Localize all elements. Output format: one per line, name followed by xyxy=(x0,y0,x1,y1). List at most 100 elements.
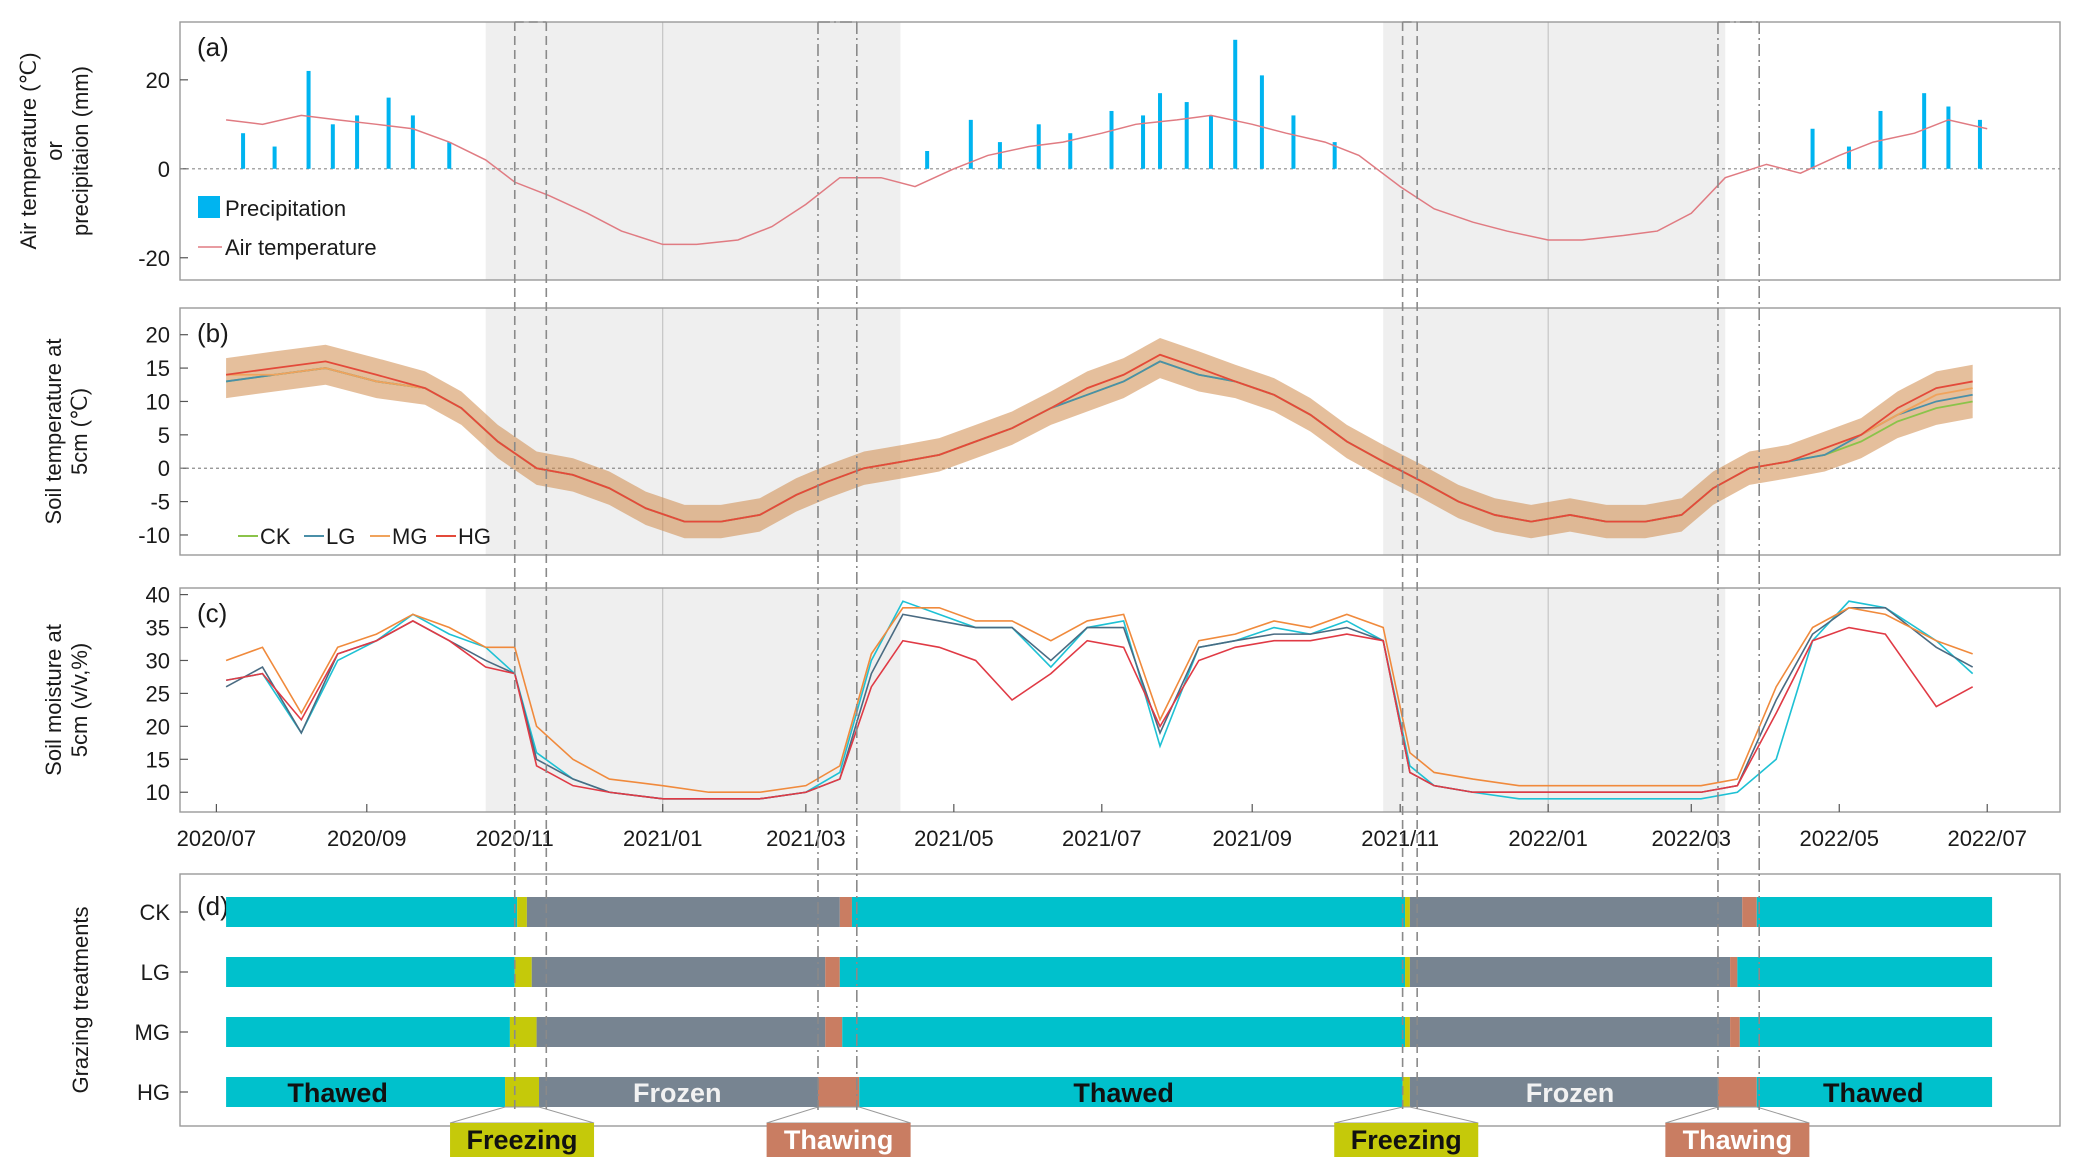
y-axis-label-line-b-0: Soil temperature at xyxy=(41,339,66,525)
shared-x-axis: 2020/07 2020/09 2020/11 2021/01 2021/03 2021/… xyxy=(177,804,2027,851)
x-tick-label-12: 2022/07 xyxy=(1947,826,2027,851)
precip-bar-15 xyxy=(1158,93,1163,169)
segment-lg-freezing-1 xyxy=(514,957,532,987)
precip-bar-19 xyxy=(1259,75,1264,169)
precip-bar-16 xyxy=(1184,102,1189,169)
segment-hg-frozen-2 xyxy=(539,1077,818,1107)
segment-ck-thawing-3 xyxy=(839,897,852,927)
phase-callout-box-3 xyxy=(1665,1123,1810,1157)
y-axis-label-d: Grazing treatments xyxy=(68,906,93,1093)
frozen-season-band-c-2 xyxy=(1383,588,1726,812)
y-axis-label-line-c-1: 5cm (v/v,%) xyxy=(67,643,92,757)
precip-bar-0 xyxy=(241,133,246,169)
precip-bar-18 xyxy=(1233,39,1238,169)
row-label-hg: HG xyxy=(137,1080,170,1105)
precip-bar-11 xyxy=(1036,124,1041,169)
y-tick-label-a-0: 20 xyxy=(146,68,170,93)
legend-label-lg: LG xyxy=(326,524,355,549)
segment-lg-thawed-0 xyxy=(226,957,515,987)
y-axis-label-line-b-1: 5cm (℃) xyxy=(67,388,92,475)
soil-moisture-line-hg xyxy=(225,620,1974,800)
row-label-mg: MG xyxy=(135,1020,170,1045)
y-tick-label-b-0: 20 xyxy=(146,323,170,348)
x-tick-label-0: 2020/07 xyxy=(177,826,257,851)
precip-bar-8 xyxy=(925,151,930,169)
phase-callout-label-0: Freezing xyxy=(467,1125,578,1155)
x-tick-label-8: 2021/11 xyxy=(1361,826,1439,851)
y-tick-label-b-5: -5 xyxy=(150,490,170,515)
segment-lg-freezing-5 xyxy=(1405,957,1410,987)
segment-hg-freezing-5 xyxy=(1402,1077,1410,1107)
segment-mg-frozen-2 xyxy=(536,1017,826,1047)
panel-frame-b xyxy=(179,307,2061,556)
segment-ck-thawed-8 xyxy=(1756,897,1993,927)
precip-bar-6 xyxy=(410,115,415,169)
segment-mg-freezing-5 xyxy=(1405,1017,1410,1047)
precip-bar-23 xyxy=(1846,146,1851,169)
segment-ck-freezing-1 xyxy=(517,897,527,927)
y-axis-label-line-a-2: precipitaion (mm) xyxy=(68,66,93,236)
phase-callout-label-1: Thawing xyxy=(784,1125,894,1155)
phase-guide-lines xyxy=(513,21,1760,1110)
y-tick-label-c-0: 40 xyxy=(146,583,170,608)
phase-callout-label-3: Thawing xyxy=(1683,1125,1793,1155)
state-label-4: Thawed xyxy=(1823,1078,1924,1108)
y-axis-label-line-a-1: or xyxy=(42,141,67,161)
state-label-1: Frozen xyxy=(633,1078,722,1108)
legend-label-ck: CK xyxy=(260,524,291,549)
y-tick-label-b-6: -10 xyxy=(138,523,170,548)
segment-ck-thawed-0 xyxy=(226,897,518,927)
panel-frame-d xyxy=(179,873,2061,1127)
y-tick-label-a-2: -20 xyxy=(138,246,170,271)
panel-letter-d: (d) xyxy=(197,891,229,921)
y-axis-label-c: Soil moisture at5cm (v/v,%) xyxy=(41,624,92,776)
x-tick-label-1: 2020/09 xyxy=(327,826,407,851)
y-axis-label-b: Soil temperature at5cm (℃) xyxy=(41,339,92,525)
phase-callout-box-2 xyxy=(1334,1123,1479,1157)
frozen-season-band-a-2 xyxy=(1383,22,1726,280)
segment-hg-thawed-0 xyxy=(226,1077,506,1107)
phase-callout-connector-2 xyxy=(1334,1106,1479,1124)
x-tick-label-5: 2021/05 xyxy=(914,826,994,851)
segment-mg-frozen-6 xyxy=(1409,1017,1731,1047)
y-axis-label-line-a-0: Air temperature (℃) xyxy=(16,52,41,249)
panel-letter-c: (c) xyxy=(197,598,227,628)
segment-lg-thawing-3 xyxy=(825,957,840,987)
panel-c-soil-moisture: 40 35 30 25 20 15 10 Soil moisture at5cm (v/v,%… xyxy=(41,583,2061,813)
precip-bar-13 xyxy=(1109,110,1114,169)
y-tick-label-c-1: 35 xyxy=(146,616,170,641)
panel-d-grazing-treatments: (d) Grazing treatments CK LG MG HG Thawed Froze… xyxy=(68,873,2061,1157)
segment-ck-frozen-2 xyxy=(526,897,840,927)
soil-temperature-spread-band xyxy=(226,338,1973,539)
y-tick-label-c-4: 20 xyxy=(146,714,170,739)
precip-bar-2 xyxy=(306,70,311,169)
phase-callout-box-1 xyxy=(766,1123,911,1157)
legend-label-precipitation: Precipitation xyxy=(225,196,346,221)
segment-ck-thawed-4 xyxy=(851,897,1406,927)
frozen-season-band-c-1 xyxy=(485,588,901,812)
precip-bar-12 xyxy=(1068,133,1073,169)
x-tick-label-10: 2022/03 xyxy=(1652,826,1732,851)
x-tick-label-4: 2021/03 xyxy=(766,826,846,851)
panel-frame-a xyxy=(179,21,2061,281)
precip-bar-21 xyxy=(1332,142,1337,169)
segment-lg-frozen-6 xyxy=(1409,957,1731,987)
segment-hg-thawing-7 xyxy=(1717,1077,1757,1107)
frozen-season-shading xyxy=(485,22,1726,812)
y-tick-label-c-6: 10 xyxy=(146,780,170,805)
segment-hg-thawing-3 xyxy=(817,1077,860,1107)
segment-hg-thawed-8 xyxy=(1756,1077,1993,1107)
precip-bar-5 xyxy=(386,97,391,169)
x-tick-label-9: 2022/01 xyxy=(1508,826,1588,851)
segment-hg-thawed-4 xyxy=(859,1077,1403,1107)
segment-ck-thawing-7 xyxy=(1742,897,1757,927)
precip-bar-7 xyxy=(447,142,452,169)
legend-label-mg: MG xyxy=(392,524,427,549)
segment-hg-frozen-6 xyxy=(1409,1077,1718,1107)
precip-bar-10 xyxy=(997,142,1002,169)
precip-bar-22 xyxy=(1810,128,1815,169)
x-tick-label-6: 2021/07 xyxy=(1062,826,1142,851)
phase-callout-label-2: Freezing xyxy=(1351,1125,1462,1155)
phase-callout-connector-3 xyxy=(1665,1106,1810,1124)
y-tick-label-a-1: 0 xyxy=(158,157,170,182)
